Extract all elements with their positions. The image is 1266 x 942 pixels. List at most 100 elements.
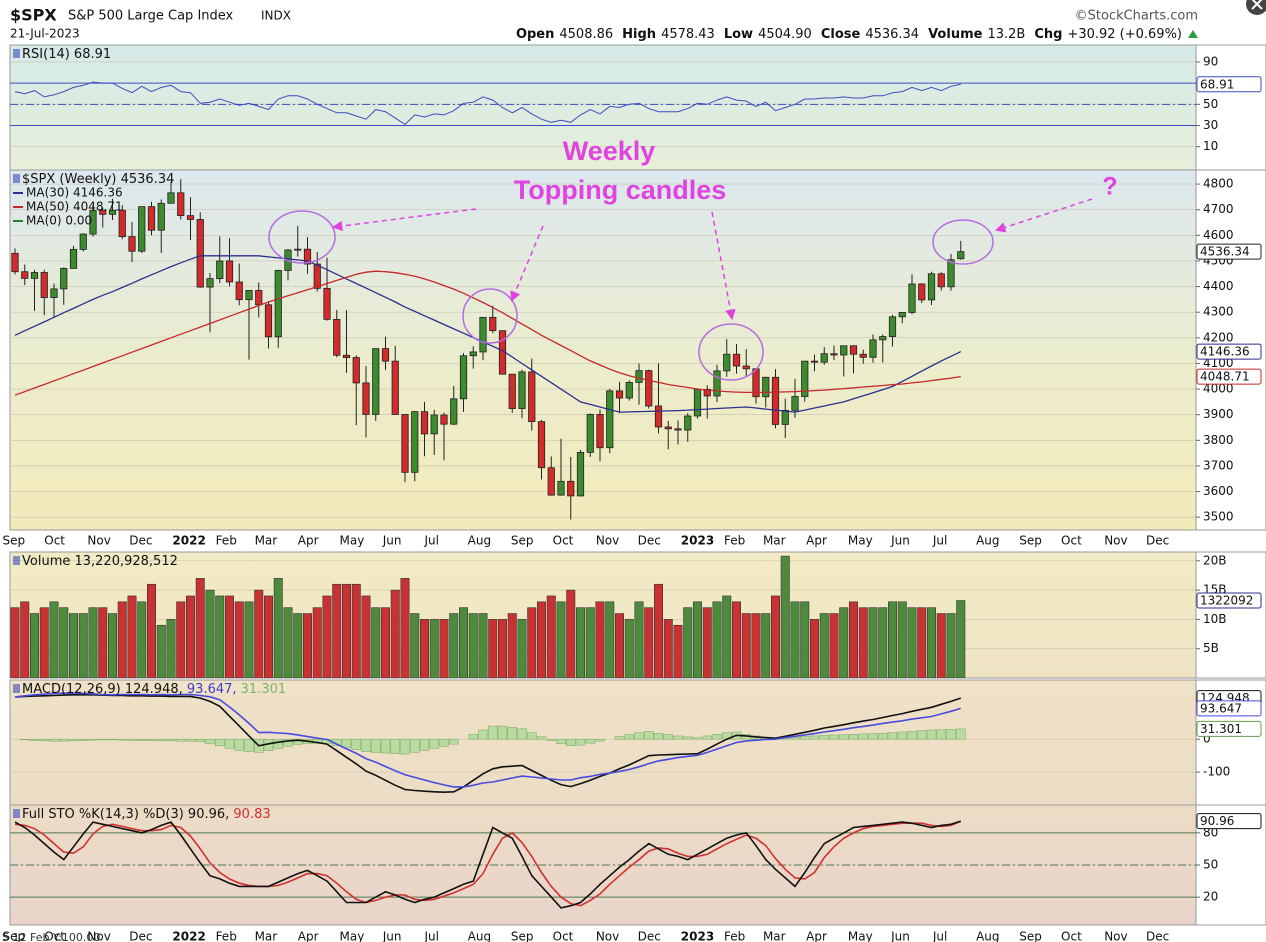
x-tick-label: Dec bbox=[129, 930, 152, 942]
source: ©StockCharts.com bbox=[1075, 9, 1198, 24]
highlight-circle bbox=[698, 323, 764, 381]
y-tick-label: 20 bbox=[1203, 890, 1218, 904]
candle-body bbox=[927, 273, 936, 301]
value-box bbox=[1196, 813, 1262, 830]
moving-average bbox=[14, 255, 962, 413]
candle-body bbox=[225, 260, 234, 283]
candle-body bbox=[138, 206, 146, 252]
candle-body bbox=[128, 236, 136, 252]
volume-bar bbox=[926, 607, 936, 678]
candle-body bbox=[664, 426, 672, 430]
volume-bar bbox=[29, 613, 39, 678]
y-tick-label: 5B bbox=[1203, 641, 1219, 655]
close-circle[interactable] bbox=[1246, 0, 1266, 15]
histogram-bar bbox=[878, 733, 888, 740]
candle-body bbox=[723, 353, 731, 372]
candle-body bbox=[947, 259, 955, 288]
histogram-bar bbox=[566, 738, 576, 747]
x-tick-label: Mar bbox=[255, 930, 278, 942]
volume-bar bbox=[59, 607, 69, 678]
y-tick-label: -100 bbox=[1203, 765, 1230, 779]
candle-body bbox=[693, 388, 702, 417]
volume-bar bbox=[458, 607, 468, 678]
volume-bar bbox=[273, 578, 283, 678]
title-icon bbox=[13, 809, 20, 818]
volume-bar bbox=[176, 601, 186, 678]
histogram-bar bbox=[98, 738, 108, 741]
value-box bbox=[1196, 368, 1262, 385]
axis-background bbox=[1195, 551, 1266, 679]
close-icon[interactable] bbox=[1251, 0, 1263, 10]
candle-body bbox=[908, 283, 916, 313]
histogram-bar bbox=[614, 736, 625, 740]
plot-area bbox=[14, 692, 966, 794]
histogram-bar bbox=[653, 733, 664, 740]
histogram-bar bbox=[926, 729, 937, 740]
candle-body bbox=[518, 371, 526, 409]
x-tick-label: Oct bbox=[1061, 534, 1082, 548]
title-part: 90.83 bbox=[229, 807, 270, 822]
y-tick-label: 3500 bbox=[1203, 510, 1234, 524]
volume-bar bbox=[332, 583, 342, 678]
plot-area bbox=[14, 81, 961, 126]
volume-bar bbox=[839, 607, 849, 678]
candle-body bbox=[537, 421, 546, 469]
volume-bar bbox=[429, 619, 439, 678]
title-icon bbox=[13, 174, 20, 183]
x-tick-label: Jun bbox=[890, 930, 910, 942]
histogram-bar bbox=[88, 738, 98, 741]
title-part: RSI(14) 68.91 bbox=[22, 47, 111, 62]
candle-body bbox=[186, 215, 195, 220]
volume-bar bbox=[117, 601, 127, 678]
volume-bar bbox=[663, 619, 673, 678]
indicator-line bbox=[14, 694, 962, 794]
volume-bar bbox=[497, 619, 507, 678]
candle-body bbox=[323, 287, 331, 320]
histogram-bar bbox=[371, 738, 381, 753]
value-box-label: 4146.36 bbox=[1200, 345, 1250, 359]
x-tick-label: Oct bbox=[553, 930, 574, 942]
histogram-bar bbox=[166, 738, 176, 742]
histogram-bar bbox=[790, 736, 800, 740]
histogram-bar bbox=[839, 734, 849, 740]
x-tick-label: Nov bbox=[87, 534, 110, 548]
candle-body bbox=[508, 373, 516, 409]
volume-bar bbox=[10, 607, 20, 678]
x-tick-label: 2023 bbox=[681, 930, 714, 942]
volume-bar bbox=[410, 613, 420, 678]
volume-bar bbox=[88, 607, 98, 678]
candle-body bbox=[381, 348, 390, 362]
x-tick-label: Dec bbox=[1146, 534, 1169, 548]
histogram-bar bbox=[29, 738, 40, 741]
candle-body bbox=[40, 272, 48, 299]
histogram-bar bbox=[809, 735, 820, 740]
histogram-bar bbox=[390, 738, 400, 754]
histogram-bar bbox=[293, 738, 303, 745]
histogram-bar bbox=[497, 725, 508, 740]
volume-bar bbox=[936, 613, 946, 678]
moving-average bbox=[14, 270, 961, 396]
candle-body bbox=[391, 360, 399, 415]
candle-body bbox=[147, 206, 156, 231]
x-tick-label: Jul bbox=[932, 930, 947, 942]
candle-body bbox=[674, 428, 682, 431]
stat-value: 4504.90 bbox=[758, 27, 812, 42]
volume-bar bbox=[644, 607, 654, 678]
volume-bar bbox=[244, 601, 254, 678]
histogram-bar bbox=[224, 738, 235, 749]
x-tick-label: Oct bbox=[1061, 930, 1082, 942]
volume-bar bbox=[702, 607, 712, 678]
stat-value: 4578.43 bbox=[661, 27, 715, 42]
close-button[interactable] bbox=[1246, 0, 1266, 15]
candle-body bbox=[459, 355, 468, 400]
y-tick-label: 0 bbox=[1203, 732, 1211, 746]
candle-body bbox=[762, 376, 770, 398]
title-part: 93.647, bbox=[183, 682, 237, 697]
volume-bar bbox=[673, 624, 683, 678]
candle-body bbox=[635, 370, 643, 383]
panels: 10 30 50 90 RSI(14) 68.91 68.91 3500 3600 3700 38… bbox=[9, 44, 1266, 926]
volume-bar bbox=[731, 601, 741, 678]
candle-body bbox=[547, 467, 555, 496]
histogram-bar bbox=[946, 729, 956, 740]
volume-bar bbox=[468, 613, 478, 678]
